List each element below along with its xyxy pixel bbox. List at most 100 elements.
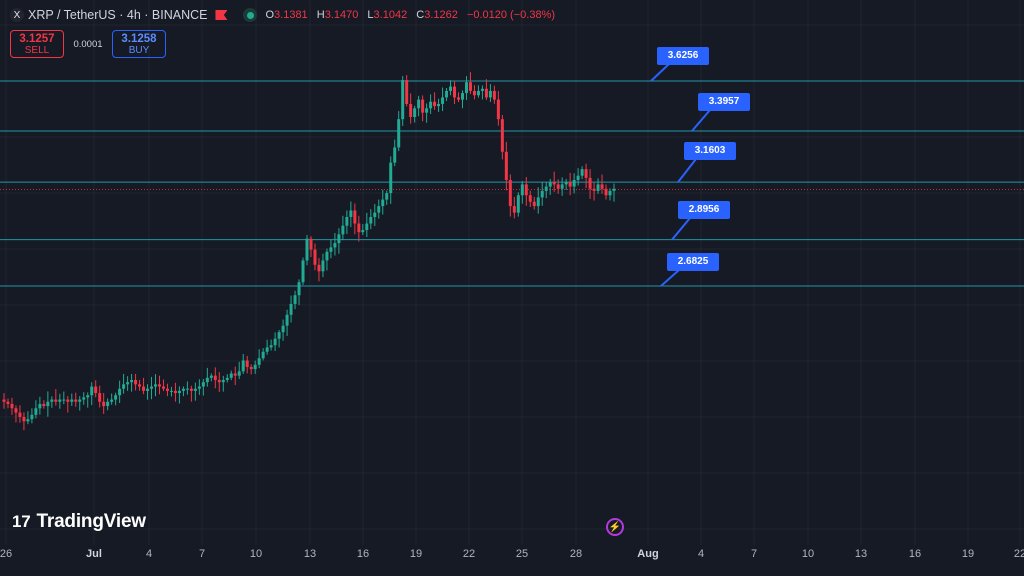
candle-body (241, 360, 245, 372)
candle-body (397, 119, 401, 148)
level-pointer (671, 217, 691, 241)
candle-body (584, 169, 588, 178)
candle-body (441, 97, 445, 104)
candle-body (6, 401, 10, 404)
high-value: 3.1470 (324, 9, 359, 21)
level-label[interactable]: 2.8956 (678, 201, 730, 219)
candle-body (66, 399, 70, 402)
candle-body (508, 180, 512, 207)
candle-body (389, 162, 393, 194)
candle-body (261, 351, 265, 359)
time-axis-label: 10 (249, 548, 263, 560)
candle-body (449, 86, 453, 91)
candle-body (281, 325, 285, 333)
symbol-title[interactable]: XRP / TetherUS · 4h · BINANCE (28, 8, 208, 22)
candle-body (321, 260, 325, 272)
candle-body (548, 182, 552, 187)
time-axis[interactable]: 26 Jul 4 7 10 13 16 19 22 25 28 Aug 4 7 10 13 16 19 22 (0, 545, 1024, 576)
candle-body (154, 384, 158, 387)
symbol-header: X XRP / TetherUS · 4h · BINANCE O3.1381 … (10, 5, 561, 25)
candle-body (14, 408, 18, 413)
level-label[interactable]: 3.1603 (684, 142, 736, 160)
candle-body (26, 419, 30, 422)
candle-body (492, 90, 496, 100)
candle-body (22, 416, 26, 422)
candle-body (552, 182, 556, 185)
candle-body (596, 184, 600, 191)
flag-icon[interactable] (215, 10, 227, 20)
sell-price: 3.1257 (19, 33, 55, 45)
candle-body (325, 251, 329, 261)
candle-body (277, 332, 281, 339)
time-axis-label: 7 (750, 548, 758, 560)
chart-grid (0, 0, 1024, 545)
candle-body (293, 295, 297, 304)
candle-body (229, 373, 233, 378)
candle-body (484, 88, 488, 98)
candle-body (437, 103, 441, 107)
candle-body (106, 401, 110, 407)
time-axis-label: 28 (569, 548, 583, 560)
candle-body (58, 399, 62, 402)
candle-body (385, 193, 389, 200)
candle-body (130, 380, 134, 383)
buy-button[interactable]: 3.1258 BUY (112, 30, 166, 58)
level-pointer (650, 63, 670, 82)
candle-body (532, 201, 536, 207)
level-label[interactable]: 3.3957 (698, 93, 750, 111)
candle-body (401, 80, 405, 120)
time-axis-label: 26 (0, 548, 13, 560)
candle-body (365, 223, 369, 231)
candle-body (173, 390, 177, 394)
candle-body (393, 147, 397, 163)
candle-body (273, 338, 277, 346)
candle-body (34, 408, 38, 415)
candle-body (217, 380, 221, 383)
tradingview-logo[interactable]: 17 TradingView (12, 511, 146, 533)
candle-body (572, 180, 576, 187)
candle-body (146, 388, 150, 391)
candle-body (62, 399, 66, 401)
candle-body (608, 190, 612, 196)
level-label[interactable]: 2.6825 (667, 253, 719, 271)
candle-body (413, 108, 417, 117)
candle-body (305, 238, 309, 261)
candle-body (377, 206, 381, 213)
time-axis-label: 7 (198, 548, 206, 560)
time-axis-label: 10 (801, 548, 815, 560)
candle-body (488, 90, 492, 98)
candle-body (285, 314, 289, 326)
level-pointer (660, 269, 680, 287)
time-axis-label: 13 (854, 548, 868, 560)
candle-body (249, 366, 253, 370)
candle-body (74, 399, 78, 402)
candle-body (373, 212, 377, 217)
candle-body (301, 260, 305, 283)
candle-body (472, 90, 476, 96)
sell-button[interactable]: 3.1257 SELL (10, 30, 64, 58)
tradingview-mark-icon: 17 (12, 512, 31, 531)
candle-body (245, 360, 249, 367)
candle-body (329, 247, 333, 252)
bolt-icon[interactable]: ⚡ (606, 518, 624, 536)
level-label[interactable]: 3.6256 (657, 47, 709, 65)
candle-body (193, 388, 197, 391)
candle-body (237, 371, 241, 376)
time-axis-label: Aug (637, 548, 659, 560)
candle-body (504, 151, 508, 181)
candle-body (86, 395, 90, 398)
candle-body (142, 386, 146, 391)
candle-body (70, 399, 74, 402)
candle-body (496, 99, 500, 120)
candle-body (544, 186, 548, 191)
ohlc-readout: O3.1381 H3.1470 L3.1042 C3.1262 −0.0120 … (265, 9, 556, 21)
candle-body (349, 210, 353, 217)
time-axis-label: Jul (86, 548, 102, 560)
candle-body (588, 177, 592, 189)
candle-body (138, 384, 142, 387)
candle-body (309, 238, 313, 250)
candle-body (78, 399, 82, 402)
candle-body (269, 345, 273, 348)
market-status-icon[interactable] (243, 8, 258, 22)
